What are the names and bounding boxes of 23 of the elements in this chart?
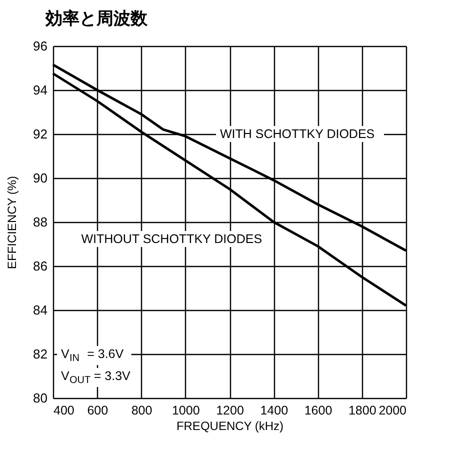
y-tick-label: 88 (33, 214, 48, 230)
x-axis-title: FREQUENCY (kHz) (176, 419, 284, 433)
chart-title: 効率と周波数 (44, 9, 149, 29)
y-tick-label: 90 (33, 170, 48, 186)
x-tick-label: 600 (87, 404, 108, 418)
y-tick-label: 84 (33, 302, 48, 318)
x-tick-label: 1600 (304, 404, 332, 418)
x-tick-label: 800 (131, 404, 152, 418)
x-tick-label: 2000 (378, 404, 407, 418)
y-tick-label: 86 (33, 258, 48, 274)
annotation: WITH SCHOTTKY DIODES (220, 127, 375, 141)
y-tick-label: 80 (33, 390, 48, 406)
x-tick-label: 1000 (172, 404, 200, 418)
x-tick-label: 1200 (216, 404, 244, 418)
y-axis-title: EFFICIENCY (%) (5, 176, 20, 270)
y-tick-label: 96 (33, 38, 48, 54)
x-tick-label: 1400 (260, 404, 288, 418)
annotation: WITHOUT SCHOTTKY DIODES (81, 232, 262, 246)
y-tick-label: 92 (33, 126, 48, 142)
y-tick-label: 94 (33, 82, 48, 98)
y-tick-label: 82 (33, 346, 48, 362)
x-tick-label: 1800 (348, 404, 376, 418)
x-tick-label: 400 (54, 404, 74, 418)
